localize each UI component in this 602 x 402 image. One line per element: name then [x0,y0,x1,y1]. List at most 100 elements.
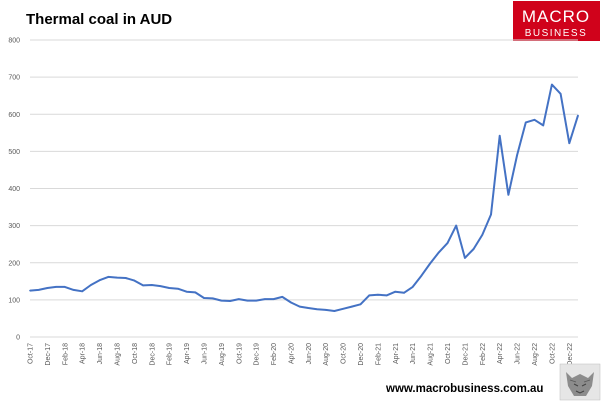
data-point [359,303,362,306]
data-point [133,279,136,282]
data-point [246,299,249,302]
data-point [351,305,353,308]
x-tick-label: Apr-22 [497,343,504,364]
x-tick-label: Apr-18 [80,343,87,364]
data-point [46,287,49,289]
x-tick-label: Oct-20 [341,343,348,364]
y-tick-label: 0 [16,335,20,342]
data-point [90,284,92,286]
gridlines [30,39,578,338]
data-point [559,93,562,95]
footer-url: www.macrobusiness.com.au [385,383,543,395]
data-point [177,287,179,290]
data-point [533,119,536,121]
data-point [281,296,284,298]
data-point [568,142,571,145]
y-tick-label: 600 [8,112,20,119]
data-point [29,289,31,292]
wolf-logo-icon [559,363,601,401]
data-point [290,301,292,304]
logo-text-macro: MACRO [522,7,590,26]
x-tick-label: Oct-22 [549,343,556,364]
data-point [203,297,205,299]
data-point [255,299,257,302]
x-tick-label: Oct-21 [445,343,452,364]
x-tick-label: Aug-19 [219,343,226,366]
x-tick-label: Oct-18 [132,343,139,364]
data-point [464,257,466,259]
x-tick-label: Apr-20 [288,343,295,364]
x-tick-label: Feb-18 [62,343,69,365]
y-tick-label: 800 [8,38,20,45]
x-tick-label: Jun-22 [515,343,522,365]
chart-title: Thermal coal in AUD [26,11,172,28]
data-point [472,248,475,250]
y-tick-label: 100 [8,297,20,304]
data-point [333,310,336,312]
y-tick-label: 700 [8,75,20,82]
x-tick-label: Jun-18 [97,343,104,365]
data-point [229,300,231,302]
data-point [455,224,458,227]
data-point [37,289,40,291]
data-point [316,308,318,310]
logo-text-business: BUSINESS [525,28,588,39]
data-point [116,276,118,279]
data-point [220,299,223,302]
x-tick-label: Aug-20 [323,343,330,366]
x-tick-label: Jun-19 [201,343,208,365]
x-tick-label: Dec-18 [149,343,156,366]
data-point [498,134,501,137]
x-tick-label: Jun-20 [306,343,313,365]
data-point [385,294,388,297]
data-point [185,290,188,293]
data-point [124,277,127,279]
data-point [98,279,101,281]
data-point [81,290,83,293]
x-tick-label: Dec-20 [358,343,365,366]
data-point [55,286,57,288]
y-tick-label: 400 [8,186,20,193]
x-tick-label: Dec-17 [45,343,52,366]
data-point [211,297,214,300]
data-point [307,307,310,309]
x-tick-label: Feb-22 [480,343,487,365]
data-point [551,83,553,86]
data-point [142,284,144,287]
data-point [159,285,162,287]
x-tick-label: Dec-22 [567,343,574,366]
x-tick-label: Apr-21 [393,343,400,364]
x-tick-label: Feb-20 [271,343,278,365]
data-point [577,114,579,117]
x-tick-label: Feb-21 [375,343,382,365]
x-tick-label: Feb-19 [167,343,174,365]
y-tick-label: 300 [8,223,20,230]
x-tick-label: Aug-18 [114,343,121,366]
x-tick-label: Oct-19 [236,343,243,364]
data-point [150,284,153,286]
y-tick-label: 200 [8,260,20,267]
y-tick-label: 500 [8,149,20,156]
data-point [237,298,240,300]
data-point [403,292,405,294]
data-point [394,290,397,293]
data-point [516,154,518,156]
data-point [377,293,379,296]
logo-background [513,1,600,41]
x-tick-label: Jun-21 [410,343,417,365]
data-point [411,286,414,288]
x-tick-label: Dec-19 [254,343,261,366]
x-tick-label: Apr-19 [184,343,191,364]
data-point [107,276,110,278]
data-point [298,305,301,308]
data-point [264,298,266,300]
x-axis-ticks: Oct-17 Dec-17 Feb-18 Apr-18 Jun-18 Aug-18 Oct-… [28,343,574,366]
x-tick-label: Dec-21 [462,343,469,366]
data-point [525,121,527,124]
series-line [29,83,579,312]
data-point [429,262,431,265]
data-point [63,286,66,288]
data-point [168,287,170,289]
series-group [29,83,579,312]
